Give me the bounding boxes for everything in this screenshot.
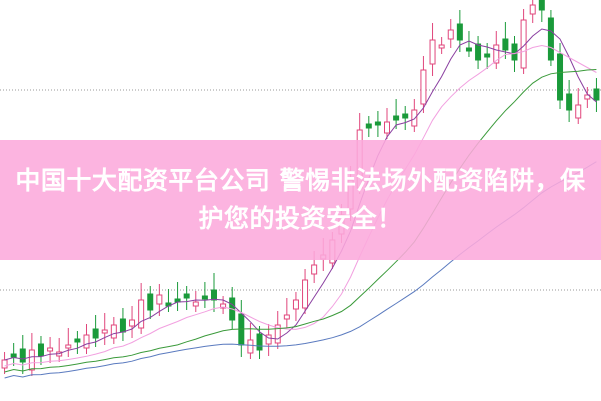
candle-body — [593, 88, 600, 101]
banner-title: 中国十大配资平台公司 警惕非法场外配资陷阱，保护您的投资安全！ — [15, 166, 586, 233]
candle-body — [47, 347, 54, 352]
candle-body — [502, 38, 509, 51]
candle-body — [10, 353, 17, 358]
candle-body — [311, 264, 318, 275]
candle-body — [420, 69, 427, 105]
candle-body — [1, 359, 8, 369]
candle-body — [28, 349, 35, 371]
candle-body — [538, 0, 545, 11]
candle-body — [520, 19, 527, 69]
candle-body — [475, 43, 482, 61]
candle-body — [584, 94, 591, 100]
candle-body — [566, 93, 573, 111]
candle-body — [19, 348, 26, 363]
candle-body — [183, 293, 190, 299]
candle-body — [74, 338, 81, 343]
candle-body — [411, 109, 418, 127]
candle-body — [456, 23, 463, 41]
candle-body — [110, 324, 117, 339]
candle-body — [429, 39, 436, 65]
candle-body — [119, 318, 126, 333]
candle-body — [447, 29, 454, 40]
candle-body — [302, 279, 309, 309]
candle-body — [384, 121, 391, 134]
candle-body — [365, 123, 372, 129]
candle-body — [547, 17, 554, 61]
candle-body — [37, 343, 44, 357]
candle-body — [247, 339, 254, 354]
candle-body — [256, 333, 263, 351]
candle-body — [402, 113, 409, 119]
candle-body — [138, 299, 145, 329]
candle-body — [292, 299, 299, 310]
candle-body — [465, 47, 472, 52]
candle-body — [220, 303, 227, 309]
candle-body — [192, 301, 199, 307]
candle-body — [265, 334, 272, 345]
candle-body — [393, 115, 400, 121]
candle-body — [92, 328, 99, 339]
candle-body — [201, 295, 208, 300]
candle-body — [129, 319, 136, 327]
candle-body — [65, 344, 72, 349]
moving-average-line — [4, 28, 597, 361]
candle-body — [83, 334, 90, 349]
candle-body — [156, 294, 163, 305]
candle-body — [575, 104, 582, 119]
moving-average-line — [4, 44, 597, 367]
title-banner: 中国十大配资平台公司 警惕非法场外配资陷阱，保护您的投资安全！ — [0, 140, 601, 260]
candle-body — [101, 329, 108, 334]
candle-body — [484, 53, 491, 58]
candle-body — [283, 314, 290, 320]
candle-body — [557, 53, 564, 101]
candle-body — [274, 324, 281, 344]
candle-body — [210, 289, 217, 301]
candle-body — [529, 4, 536, 15]
candle-body — [374, 121, 381, 126]
candle-body — [147, 293, 154, 311]
candle-body — [493, 44, 500, 64]
moving-average-line — [4, 69, 597, 373]
candle-body — [438, 44, 445, 49]
